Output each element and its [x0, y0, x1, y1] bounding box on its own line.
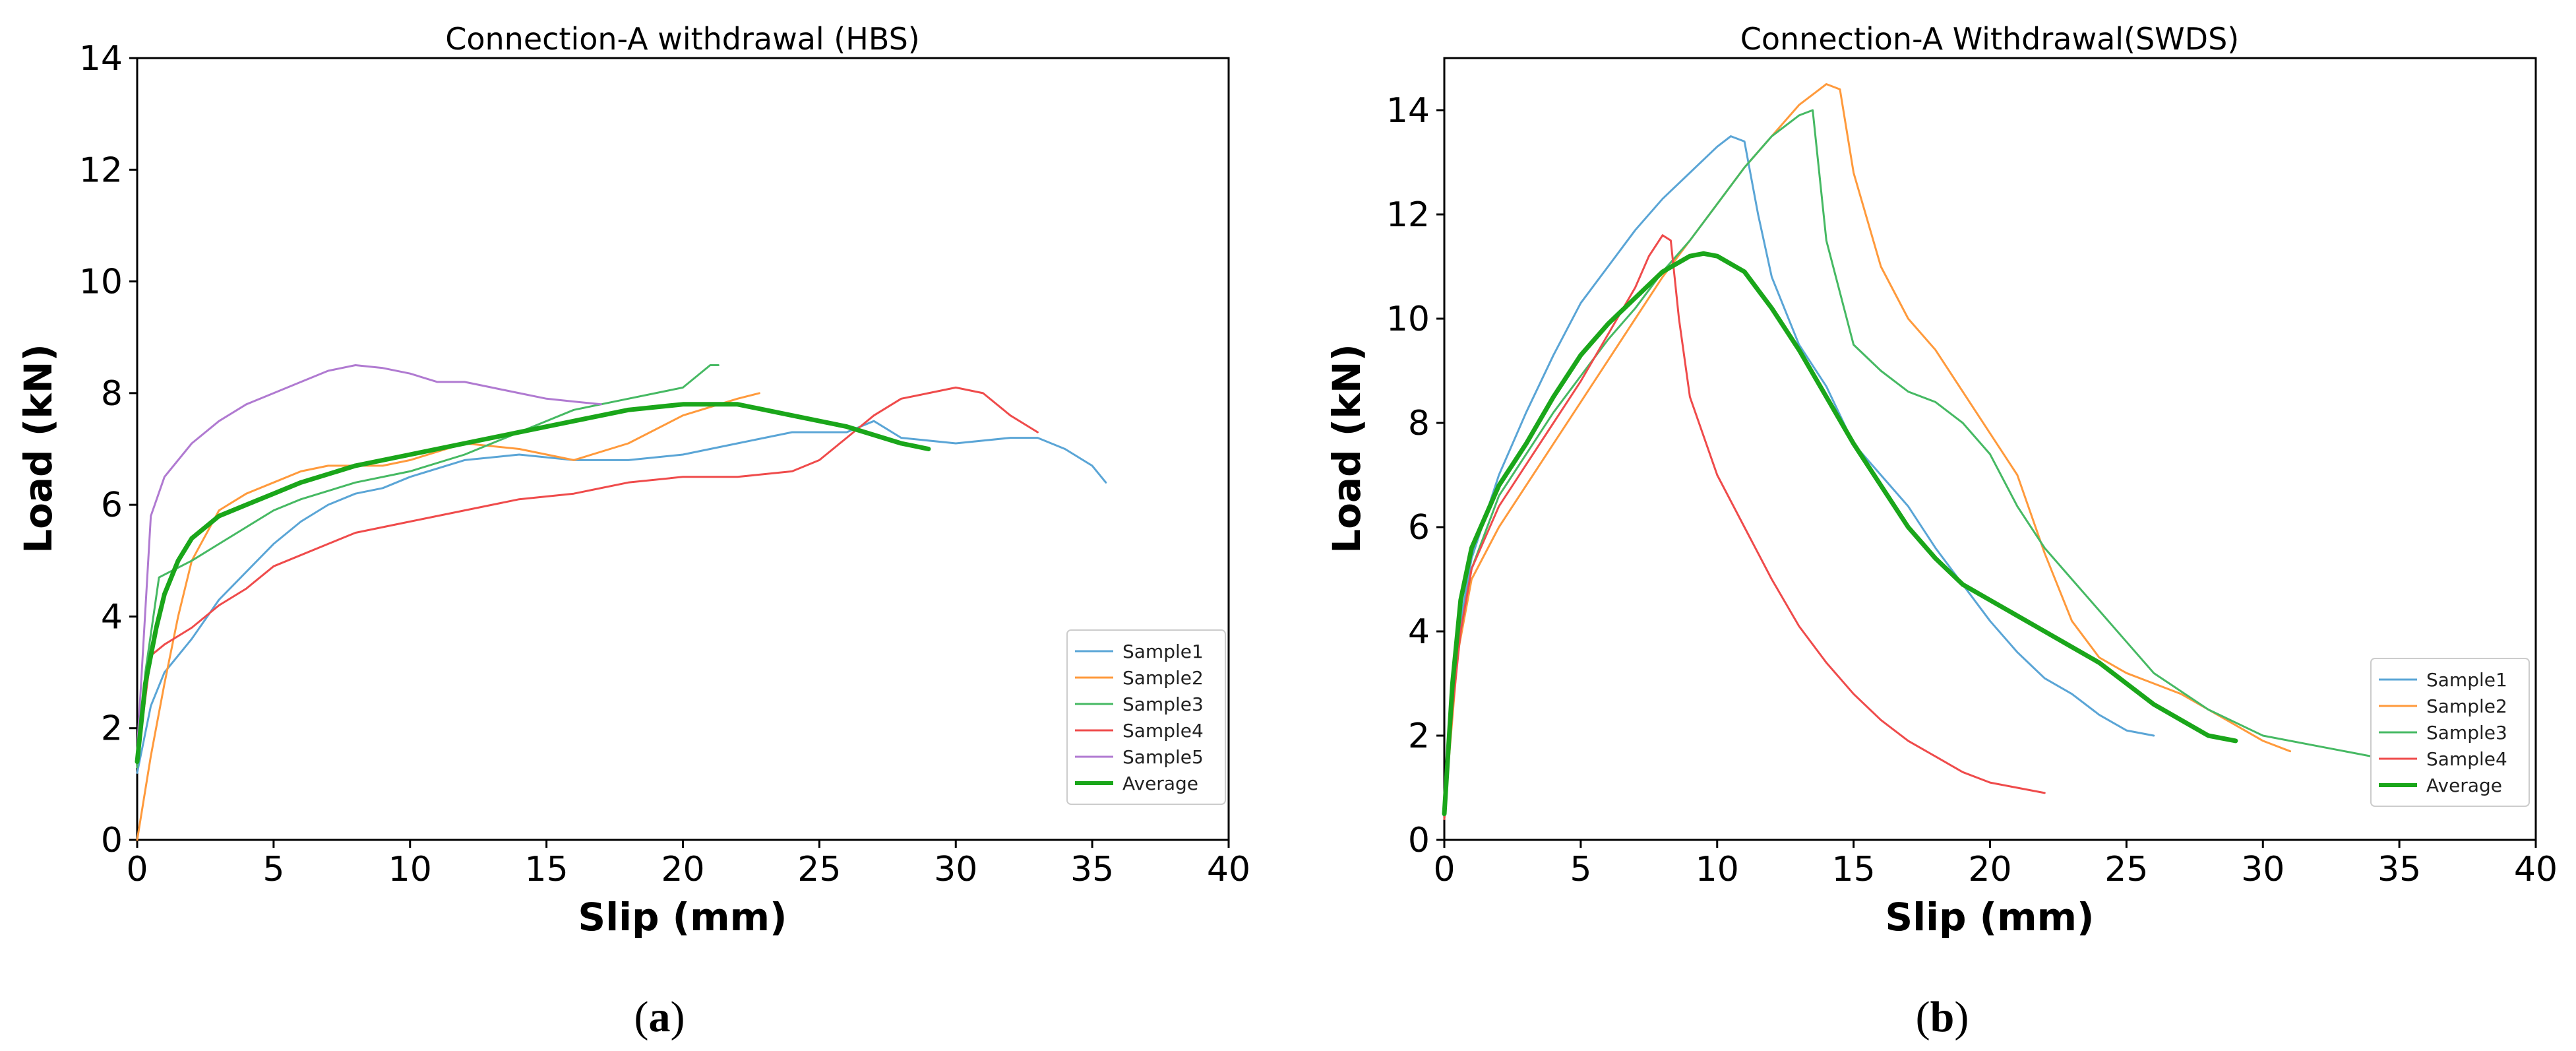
x-axis-label: Slip (mm)	[578, 895, 787, 940]
x-tick-label: 15	[525, 850, 568, 889]
x-tick-label: 20	[661, 850, 704, 889]
y-tick-label: 4	[101, 597, 123, 637]
y-tick-label: 14	[79, 39, 123, 79]
x-tick-label: 40	[1207, 850, 1250, 889]
y-tick-label: 4	[1408, 612, 1430, 652]
series-line-sample1	[136, 420, 1107, 774]
series-line-sample4	[136, 386, 1039, 763]
y-tick-label: 14	[1386, 91, 1430, 131]
y-tick-label: 2	[101, 709, 123, 749]
y-tick-label: 8	[101, 374, 123, 414]
x-tick-label: 20	[1968, 850, 2011, 889]
y-tick-label: 0	[101, 821, 123, 860]
x-tick-label: 0	[1433, 850, 1455, 889]
y-tick-label: 8	[1408, 404, 1430, 443]
caption-letter: b	[1930, 993, 1955, 1041]
x-tick-label: 10	[388, 850, 432, 889]
legend-label: Sample3	[1122, 693, 1204, 715]
x-tick-label: 25	[797, 850, 841, 889]
x-tick-label: 30	[2241, 850, 2285, 889]
series-line-sample2	[136, 392, 760, 841]
series-layer	[135, 364, 1107, 841]
series-line-sample4	[1443, 234, 2046, 820]
chart-swds: Connection-A Withdrawal(SWDS) Slip (mm) …	[1324, 21, 2558, 1041]
x-tick-label: 5	[1570, 850, 1591, 889]
legend-label: Average	[2426, 775, 2502, 796]
x-axis-label: Slip (mm)	[1885, 895, 2094, 940]
y-axis-label: Load (kN)	[1324, 344, 1369, 554]
x-tick-label: 30	[934, 850, 977, 889]
chart-title: Connection-A withdrawal (HBS)	[445, 21, 920, 57]
caption-b: (b)	[1916, 993, 1969, 1041]
y-tick-label: 10	[1386, 300, 1430, 339]
plot-area-frame	[1443, 57, 2537, 841]
caption-a: (a)	[634, 993, 685, 1041]
legend: Sample1 Sample2 Sample3 Sample4 Average	[2370, 658, 2530, 807]
series-layer	[1442, 83, 2510, 820]
x-tick-label: 0	[126, 850, 148, 889]
y-tick-label: 12	[1386, 195, 1430, 235]
legend-box	[2370, 658, 2530, 807]
x-tick-label: 10	[1696, 850, 1739, 889]
legend-label: Sample5	[1122, 746, 1204, 768]
legend-label: Sample3	[2426, 722, 2507, 744]
chart-title: Connection-A Withdrawal(SWDS)	[1740, 21, 2239, 57]
y-tick-label: 0	[1408, 821, 1430, 860]
legend-label: Sample2	[2426, 695, 2507, 717]
legend-label: Sample2	[1122, 667, 1204, 689]
x-tick-label: 40	[2514, 850, 2558, 889]
caption-letter: a	[649, 993, 671, 1041]
series-line-sample2	[1443, 83, 2292, 815]
legend-label: Sample4	[1122, 720, 1204, 742]
y-tick-label: 6	[101, 486, 123, 525]
series-line-sample3	[1443, 109, 2510, 820]
legend-label: Sample4	[2426, 748, 2507, 770]
x-tick-label: 35	[2377, 850, 2421, 889]
chart-hbs: Connection-A withdrawal (HBS) Slip (mm) …	[16, 21, 1250, 1041]
y-tick-label: 10	[79, 263, 123, 302]
x-tick-label: 5	[262, 850, 284, 889]
y-axis-label: Load (kN)	[16, 344, 61, 554]
legend-label: Sample1	[2426, 669, 2507, 691]
series-line-average	[135, 402, 931, 764]
legend-box	[1066, 629, 1226, 805]
legend-label: Average	[1122, 773, 1198, 794]
x-tick-label: 35	[1070, 850, 1114, 889]
legend: Sample1 Sample2 Sample3 Sample4 Sample5 Avera…	[1066, 629, 1226, 805]
plot-area-frame	[136, 57, 1230, 841]
y-tick-label: 2	[1408, 717, 1430, 756]
tick-group: 0 5 10 15 20 25 30 35 40 0 2 4 6 8 10 12 14	[79, 39, 1250, 889]
y-tick-label: 12	[79, 150, 123, 190]
x-tick-label: 15	[1832, 850, 1876, 889]
legend-label: Sample1	[1122, 641, 1204, 662]
y-tick-label: 6	[1408, 508, 1430, 548]
tick-group: 0 5 10 15 20 25 30 35 40 0 2 4 6 8 10 12 14	[1386, 91, 2558, 889]
series-line-sample1	[1443, 135, 2155, 815]
series-line-average	[1442, 251, 2238, 816]
series-line-sample3	[136, 364, 720, 769]
x-tick-label: 25	[2104, 850, 2148, 889]
series-line-sample5	[136, 364, 602, 752]
